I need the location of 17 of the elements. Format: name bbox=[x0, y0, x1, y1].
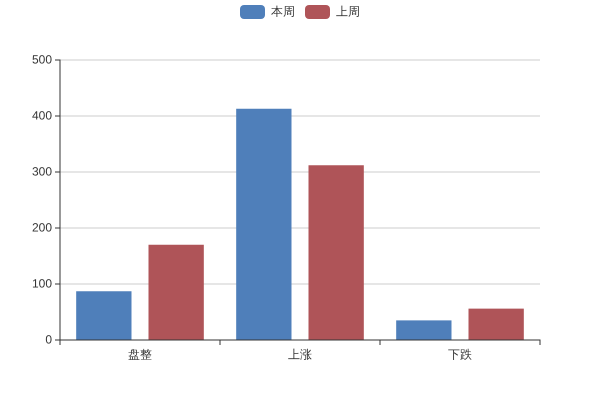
y-tick-label: 300 bbox=[32, 164, 52, 178]
y-tick-label: 500 bbox=[32, 52, 52, 66]
y-tick-label: 400 bbox=[32, 108, 52, 122]
y-tick-label: 100 bbox=[32, 276, 52, 290]
legend-label: 本周 bbox=[271, 4, 295, 18]
bar bbox=[148, 244, 204, 340]
bar bbox=[236, 108, 292, 340]
x-tick-label: 下跌 bbox=[448, 348, 472, 362]
legend-label: 上周 bbox=[336, 4, 360, 18]
bar bbox=[468, 308, 524, 340]
bar bbox=[76, 291, 132, 340]
bar bbox=[396, 320, 452, 340]
bar bbox=[308, 165, 364, 340]
y-tick-label: 200 bbox=[32, 220, 52, 234]
x-tick-label: 盘整 bbox=[128, 348, 152, 362]
y-tick-label: 0 bbox=[45, 332, 52, 346]
x-tick-label: 上涨 bbox=[288, 348, 312, 362]
